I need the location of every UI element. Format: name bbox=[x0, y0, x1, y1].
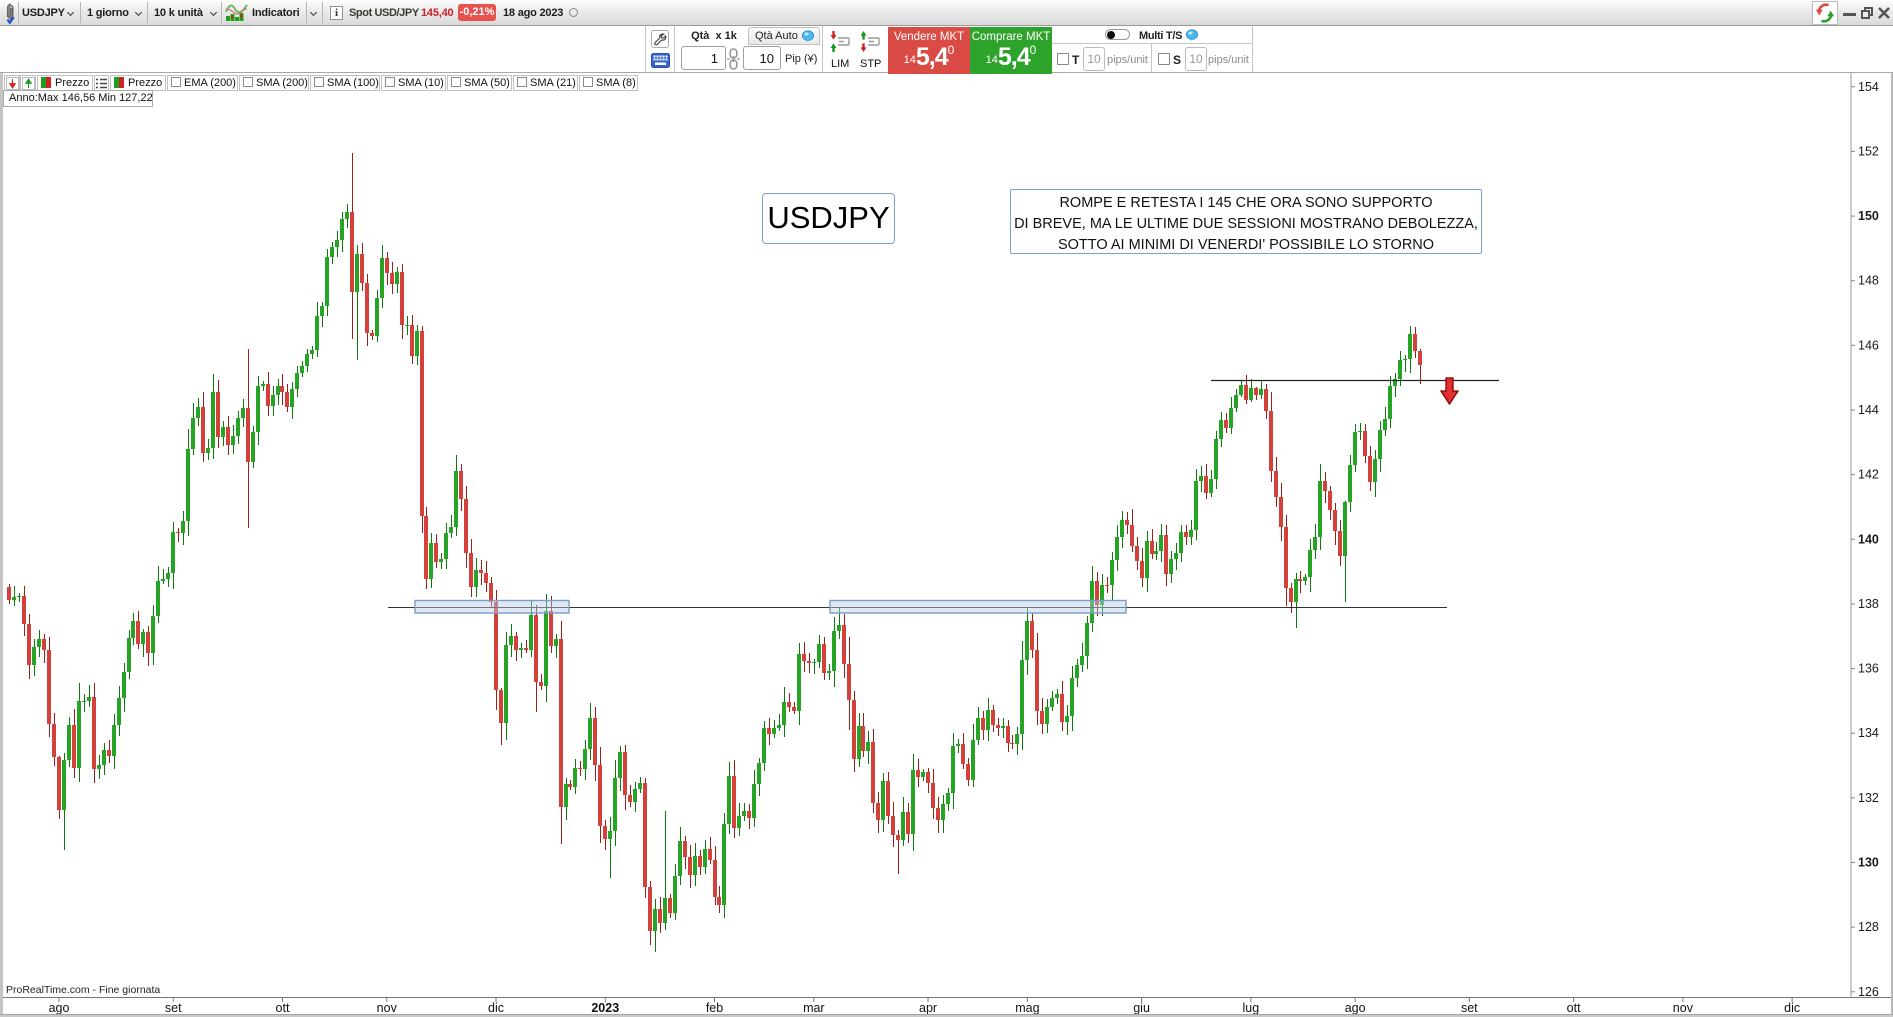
svg-text:ott: ott bbox=[1567, 1001, 1581, 1015]
svg-text:132: 132 bbox=[1858, 791, 1879, 805]
svg-text:152: 152 bbox=[1858, 144, 1879, 158]
svg-text:nov: nov bbox=[1673, 1001, 1694, 1015]
svg-text:128: 128 bbox=[1858, 920, 1879, 934]
svg-text:dic: dic bbox=[488, 1001, 504, 1015]
svg-text:feb: feb bbox=[706, 1001, 723, 1015]
svg-text:mar: mar bbox=[803, 1001, 825, 1015]
svg-text:ott: ott bbox=[276, 1001, 290, 1015]
svg-text:148: 148 bbox=[1858, 274, 1879, 288]
svg-text:138: 138 bbox=[1858, 597, 1879, 611]
svg-text:dic: dic bbox=[1784, 1001, 1800, 1015]
svg-text:mag: mag bbox=[1015, 1001, 1039, 1015]
svg-text:154: 154 bbox=[1858, 80, 1879, 94]
svg-text:set: set bbox=[1461, 1001, 1478, 1015]
svg-text:150: 150 bbox=[1858, 209, 1879, 223]
svg-text:set: set bbox=[165, 1001, 182, 1015]
svg-text:giu: giu bbox=[1133, 1001, 1150, 1015]
svg-text:ago: ago bbox=[1345, 1001, 1366, 1015]
svg-text:apr: apr bbox=[919, 1001, 937, 1015]
svg-text:nov: nov bbox=[377, 1001, 398, 1015]
svg-text:130: 130 bbox=[1858, 855, 1879, 869]
svg-text:142: 142 bbox=[1858, 468, 1879, 482]
svg-text:2023: 2023 bbox=[591, 1001, 619, 1015]
svg-text:126: 126 bbox=[1858, 985, 1879, 999]
svg-text:146: 146 bbox=[1858, 338, 1879, 352]
svg-text:144: 144 bbox=[1858, 403, 1879, 417]
svg-text:lug: lug bbox=[1242, 1001, 1259, 1015]
svg-text:136: 136 bbox=[1858, 662, 1879, 676]
svg-text:140: 140 bbox=[1858, 532, 1879, 546]
svg-text:134: 134 bbox=[1858, 726, 1879, 740]
svg-text:ago: ago bbox=[49, 1001, 70, 1015]
